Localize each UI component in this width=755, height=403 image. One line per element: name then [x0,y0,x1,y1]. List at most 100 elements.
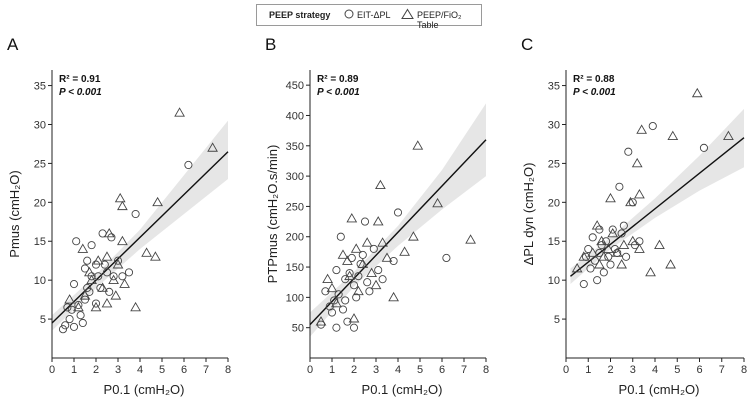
panel-a-x-tick-label: 5 [159,364,165,376]
panel-a-y-tick-label: 35 [34,81,46,93]
panel-a-point-circle [67,305,76,314]
panel-b-point-circle [349,323,359,332]
panel-c-x-label: P0.1 (cmH₂O) [619,382,700,397]
panel-c-point-circle [599,268,608,277]
panel-b-x-tick-label: 5 [417,364,423,376]
panel-c-x-tick-label: 3 [630,364,636,376]
panel-b-x-tick-label: 2 [351,364,357,376]
panel-c-point-triangle [616,259,628,269]
panel-b-y-tick-label: 150 [286,262,304,274]
panel-a-point-triangle [86,274,97,285]
panel-b-point-circle [332,266,341,275]
panel-c-point-triangle [618,239,630,249]
panel-b-regression-line [309,139,487,326]
panel-a-point-triangle [117,200,128,211]
panel-b-point-triangle [326,282,338,293]
panel-a-point-triangle [152,196,163,207]
panel-c-point-circle [617,229,626,238]
panel-c-y-tick-label: 15 [548,236,560,248]
panel-c-point-triangle [607,227,619,238]
panel-a-point-circle [78,318,87,328]
panel-a-point-circle [83,283,92,292]
panel-c-point-triangle [578,251,590,261]
panel-b-point-triangle [381,252,393,262]
panel-b-r2: R² = 0.89 [317,74,359,85]
panel-c-point-circle [622,252,631,261]
panel-a-point-triangle [101,298,113,308]
panel-c-point-triangle [587,247,599,257]
panel-a-point-triangle [77,243,89,253]
panel-b-point-circle [378,275,387,284]
panel-c-point-triangle [571,262,583,273]
panel-b-point-triangle [377,237,388,247]
panel-c-point-triangle [665,259,676,269]
panel-a-point-triangle [92,255,104,265]
panel-c-x-tick-label: 1 [585,364,591,376]
panel-a-point-triangle [141,247,152,257]
panel-a-point-triangle [73,301,84,312]
panel-c-confidence-band [570,108,744,285]
panel-b-point-circle [341,296,350,305]
legend-label-table: PEEP/FiO₂ Table [417,10,462,30]
panel-c-x-tick-label: 5 [674,364,680,376]
panel-a-point-circle [63,303,72,312]
panel-a-point-circle [80,295,90,304]
panel-a-point-circle [69,280,79,289]
panel-a-point-triangle [101,251,113,261]
panel-a-point-circle [124,268,134,277]
panel-c-point-triangle [691,87,703,98]
panel-c-p-value: P < 0.001 [573,87,616,98]
panel-a-y-tick-label: 10 [34,275,46,287]
panel-a-r2: R² = 0.91 [59,74,101,85]
panel-a-x-tick-label: 2 [93,364,99,376]
panel-b-point-triangle [432,197,443,208]
panel-c-point-triangle [605,192,616,203]
panel-a-y-label: Pmus (cmH₂O) [7,170,22,257]
panel-b-point-circle [369,244,378,253]
legend-label-eit: EIT-ΔPL [357,10,391,20]
panel-b-point-circle [363,278,372,287]
panel-c-point-triangle [625,196,636,207]
panel-b-point-triangle [348,313,360,323]
panel-c-r2: R² = 0.88 [573,74,615,85]
panel-b-point-triangle [408,231,419,241]
panel-a-point-triangle [110,290,122,300]
panel-a-point-triangle [114,192,126,203]
panel-a-regression-line [51,151,229,324]
panel-a-x-tick-label: 4 [137,364,143,376]
panel-a-point-triangle [117,235,128,246]
panel-b-point-triangle [412,140,424,150]
panel-a-point-triangle [84,266,95,277]
panel-a-point-triangle [79,290,91,300]
panel-c-point-circle [615,182,624,191]
panel-c-y-label: ΔPL dyn (cmH₂O) [521,163,536,266]
panel-b-x-tick-label: 8 [483,364,489,376]
panel-b-point-triangle [322,273,333,284]
panel-c-y-tick-label: 30 [548,119,560,131]
panel-c-point-triangle [723,130,734,141]
panel-b-point-triangle [346,213,358,223]
panel-b-point-circle [336,232,345,241]
panel-a-x-tick-label: 7 [203,364,209,376]
panel-b-x-tick-label: 4 [395,364,401,376]
panel-a-point-triangle [130,301,141,312]
panel-a-point-triangle [150,251,161,261]
panel-c-point-triangle [634,243,645,253]
panel-c-point-circle [579,280,588,289]
panel-c-regression-line [570,137,745,277]
panel-b-point-triangle [344,270,355,280]
panel-c-point-circle [588,233,597,242]
panel-a-label: A [7,35,19,54]
panel-a-point-circle [100,260,109,269]
panel-c-point-triangle [596,235,607,246]
panel-a-point-circle [113,256,123,265]
panel-b-point-triangle [375,179,386,190]
panel-a-point-triangle [64,294,75,304]
panel-c-point-triangle [627,235,639,246]
panel-b-point-triangle [361,237,373,247]
panel-c-y-tick-label: 25 [548,158,560,170]
panel-a-point-circle [107,233,116,242]
panel-c-point-circle [586,264,595,273]
panel-a-y-tick-label: 5 [40,314,46,326]
